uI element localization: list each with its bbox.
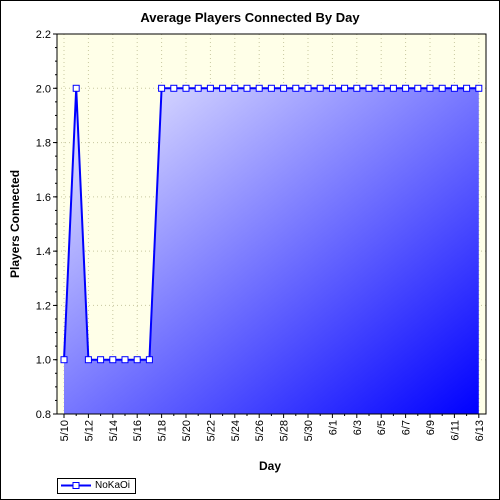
x-tick-label: 5/12 xyxy=(83,420,95,441)
data-point xyxy=(72,84,80,92)
data-point xyxy=(121,356,129,364)
chart-title: Average Players Connected By Day xyxy=(140,10,360,25)
data-point xyxy=(304,84,312,92)
data-point xyxy=(365,84,373,92)
data-point xyxy=(243,84,251,92)
data-point xyxy=(60,356,68,364)
data-point xyxy=(450,84,458,92)
x-tick-label: 5/24 xyxy=(230,420,242,441)
data-point xyxy=(109,356,117,364)
x-tick-label: 5/22 xyxy=(205,420,217,441)
x-tick-label: 5/26 xyxy=(254,420,266,441)
x-tick-label: 5/30 xyxy=(303,420,315,441)
data-point xyxy=(341,84,349,92)
y-tick-label: 1.0 xyxy=(36,355,51,367)
y-tick-label: 1.4 xyxy=(36,246,51,258)
x-tick-label: 6/1 xyxy=(327,420,339,435)
data-point xyxy=(292,84,300,92)
data-point xyxy=(145,356,153,364)
data-point xyxy=(194,84,202,92)
data-point xyxy=(463,84,471,92)
x-tick-label: 6/9 xyxy=(425,420,437,435)
y-tick-label: 2.2 xyxy=(36,29,51,41)
data-point xyxy=(267,84,275,92)
x-tick-label: 5/10 xyxy=(59,420,71,441)
legend-swatch xyxy=(61,482,91,489)
legend-label: NoKaOi xyxy=(95,480,131,491)
x-tick-label: 5/14 xyxy=(108,420,120,441)
y-tick-label: 1.6 xyxy=(36,192,51,204)
data-point xyxy=(328,84,336,92)
series-area xyxy=(64,88,479,415)
x-tick-label: 5/20 xyxy=(181,420,193,441)
y-tick-label: 0.8 xyxy=(36,409,51,421)
data-point xyxy=(414,84,422,92)
x-tick-label: 6/13 xyxy=(474,420,486,441)
data-point xyxy=(170,84,178,92)
x-tick-label: 5/28 xyxy=(279,420,291,441)
data-point xyxy=(97,356,105,364)
data-point xyxy=(475,84,483,92)
data-point xyxy=(438,84,446,92)
data-point xyxy=(158,84,166,92)
y-tick-label: 1.2 xyxy=(36,300,51,312)
data-point xyxy=(231,84,239,92)
x-tick-label: 5/18 xyxy=(157,420,169,441)
data-point xyxy=(219,84,227,92)
x-tick-label: 6/5 xyxy=(376,420,388,435)
x-tick-label: 6/11 xyxy=(449,420,461,441)
x-tick-label: 6/3 xyxy=(352,420,364,435)
data-point xyxy=(182,84,190,92)
x-tick-label: 5/16 xyxy=(132,420,144,441)
data-point xyxy=(133,356,141,364)
data-point xyxy=(402,84,410,92)
y-tick-label: 2.0 xyxy=(36,83,51,95)
data-point xyxy=(255,84,263,92)
legend: NoKaOi xyxy=(57,478,136,494)
x-axis-title: Day xyxy=(259,459,281,473)
data-point xyxy=(84,356,92,364)
data-point xyxy=(389,84,397,92)
data-point xyxy=(206,84,214,92)
data-point xyxy=(377,84,385,92)
data-point xyxy=(280,84,288,92)
data-point xyxy=(426,84,434,92)
y-axis-title: Players Connected xyxy=(8,170,22,278)
data-point xyxy=(353,84,361,92)
data-point xyxy=(316,84,324,92)
y-tick-label: 1.8 xyxy=(36,138,51,150)
x-tick-label: 6/7 xyxy=(401,420,413,435)
